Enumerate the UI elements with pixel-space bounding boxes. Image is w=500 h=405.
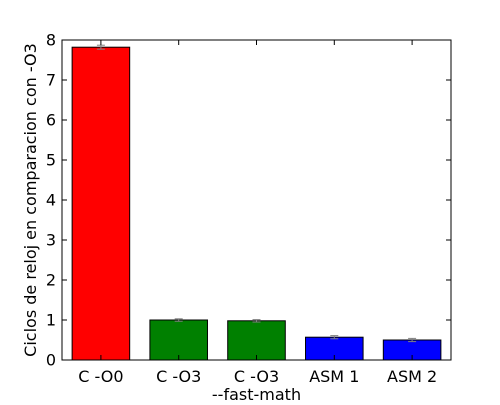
y-axis-label: Ciclos de reloj en comparacion con -O3 [21,43,40,357]
y-tick-label: 1 [46,311,56,330]
y-tick-label: 8 [46,31,56,50]
bar [149,319,208,361]
bar [71,46,131,361]
y-tick-label: 5 [46,151,56,170]
bar [227,320,286,361]
y-tick-label: 6 [46,111,56,130]
y-tick-label: 7 [46,71,56,90]
x-tick-sublabel: --fast-math [212,385,301,400]
x-tick-label: C -O3 [156,367,201,386]
x-tick-label: ASM 1 [309,367,359,386]
x-tick-label: C -O0 [78,367,123,386]
y-tick-label: 4 [46,191,56,210]
y-tick-label: 3 [46,231,56,250]
plot-frame [61,39,452,361]
x-tick-label: ASM 2 [387,367,437,386]
y-tick-label: 2 [46,271,56,290]
x-tick-label: C -O3 [234,367,279,386]
y-tick-label: 0 [46,351,56,370]
